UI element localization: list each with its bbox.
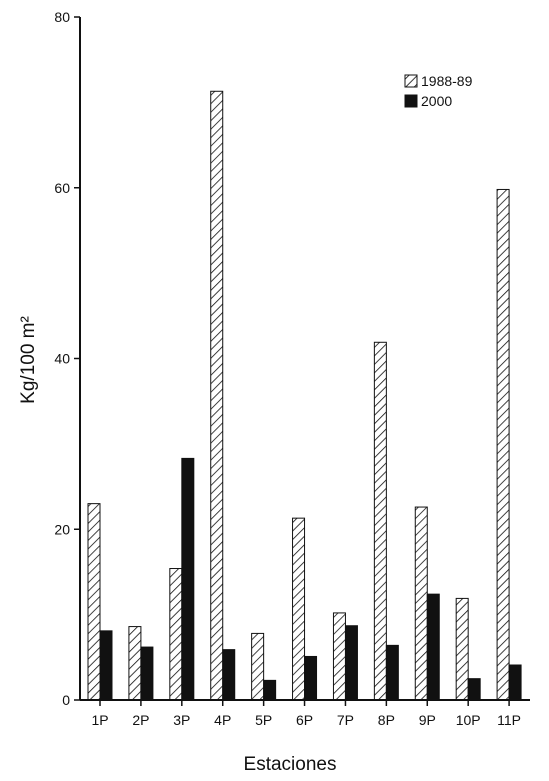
bar-1988-89-11P bbox=[496, 188, 510, 701]
x-tick-label-1P: 1P bbox=[91, 712, 108, 728]
bar-1988-89-6P bbox=[292, 517, 306, 701]
y-tick-label: 80 bbox=[54, 9, 70, 25]
y-tick-label: 60 bbox=[54, 180, 70, 196]
y-tick-label: 0 bbox=[62, 692, 70, 708]
bar-2000-7P bbox=[344, 625, 358, 701]
y-axis-title: Kg/100 m² bbox=[18, 316, 39, 404]
bar-2000-2P bbox=[140, 646, 154, 701]
bar-2000-11P bbox=[508, 664, 522, 701]
bar-1988-89-3P bbox=[169, 568, 183, 701]
x-tick-label-9P: 9P bbox=[419, 712, 436, 728]
x-tick-label-7P: 7P bbox=[337, 712, 354, 728]
y-tick-label: 40 bbox=[54, 351, 70, 367]
bar-2000-8P bbox=[385, 644, 399, 701]
bar-1988-89-1P bbox=[87, 503, 101, 701]
bar-2000-3P bbox=[181, 457, 195, 701]
x-ticks-group: 1P 2P 3P 4P 5P 6P 7P 8P 9P 10P 11P bbox=[91, 700, 521, 728]
legend: 1988-89 2000 bbox=[404, 73, 473, 109]
bar-2000-6P bbox=[304, 655, 318, 701]
bar-2000-1P bbox=[99, 630, 113, 701]
bars-group bbox=[87, 90, 522, 701]
bar-2000-10P bbox=[467, 678, 481, 701]
x-tick-label-8P: 8P bbox=[378, 712, 395, 728]
bar-1988-89-9P bbox=[414, 506, 428, 701]
bar-1988-89-10P bbox=[455, 597, 469, 701]
x-tick-label-10P: 10P bbox=[456, 712, 481, 728]
bar-1988-89-2P bbox=[128, 626, 142, 701]
x-axis-title: Estaciones bbox=[244, 754, 337, 775]
y-tick-label: 20 bbox=[54, 521, 70, 537]
legend-swatch-2000 bbox=[404, 94, 418, 108]
x-tick-label-6P: 6P bbox=[296, 712, 313, 728]
legend-swatch-1988-89 bbox=[404, 74, 418, 88]
x-tick-label-3P: 3P bbox=[173, 712, 190, 728]
bar-1988-89-8P bbox=[373, 341, 387, 701]
bar-2000-4P bbox=[222, 649, 236, 701]
legend-label-1988-89: 1988-89 bbox=[421, 73, 473, 89]
bar-2000-9P bbox=[426, 593, 440, 701]
x-tick-label-4P: 4P bbox=[214, 712, 231, 728]
bar-1988-89-7P bbox=[332, 612, 346, 701]
y-ticks-group: 0 20 40 60 80 bbox=[54, 9, 80, 708]
legend-label-2000: 2000 bbox=[421, 93, 452, 109]
bar-1988-89-5P bbox=[251, 632, 265, 701]
x-tick-label-11P: 11P bbox=[497, 712, 521, 728]
bar-1988-89-4P bbox=[210, 90, 224, 701]
x-tick-label-2P: 2P bbox=[132, 712, 149, 728]
x-tick-label-5P: 5P bbox=[255, 712, 272, 728]
bar-2000-5P bbox=[263, 679, 277, 701]
